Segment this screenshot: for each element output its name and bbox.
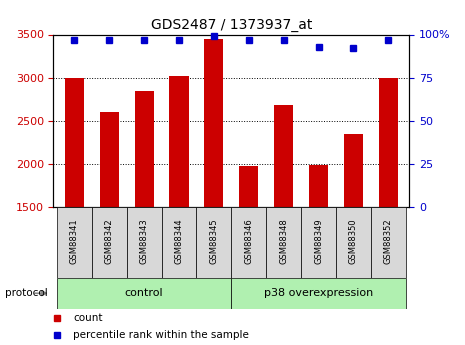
Text: protocol: protocol bbox=[5, 288, 47, 298]
Bar bbox=[344, 134, 363, 207]
Bar bbox=[92, 207, 126, 278]
Bar bbox=[309, 165, 328, 207]
Text: GSM88349: GSM88349 bbox=[314, 218, 323, 264]
Bar bbox=[134, 90, 154, 207]
Text: GSM88344: GSM88344 bbox=[174, 218, 184, 264]
Bar bbox=[266, 207, 301, 278]
Bar bbox=[336, 207, 371, 278]
Bar bbox=[169, 76, 189, 207]
Text: GSM88346: GSM88346 bbox=[244, 218, 253, 264]
Text: GSM88345: GSM88345 bbox=[209, 218, 219, 264]
Bar bbox=[301, 207, 336, 278]
Text: GSM88348: GSM88348 bbox=[279, 218, 288, 264]
Bar bbox=[274, 105, 293, 207]
Bar bbox=[126, 207, 162, 278]
Bar bbox=[232, 278, 405, 309]
Bar bbox=[239, 166, 259, 207]
Text: GSM88350: GSM88350 bbox=[349, 218, 358, 264]
Text: control: control bbox=[125, 288, 164, 298]
Bar bbox=[232, 207, 266, 278]
Bar bbox=[57, 278, 232, 309]
Bar bbox=[379, 78, 398, 207]
Text: percentile rank within the sample: percentile rank within the sample bbox=[73, 330, 249, 340]
Text: GSM88342: GSM88342 bbox=[105, 218, 114, 264]
Bar bbox=[57, 207, 92, 278]
Title: GDS2487 / 1373937_at: GDS2487 / 1373937_at bbox=[151, 18, 312, 32]
Bar bbox=[100, 112, 119, 207]
Text: GSM88352: GSM88352 bbox=[384, 218, 393, 264]
Text: GSM88341: GSM88341 bbox=[70, 218, 79, 264]
Text: p38 overexpression: p38 overexpression bbox=[264, 288, 373, 298]
Bar bbox=[65, 78, 84, 207]
Bar bbox=[371, 207, 405, 278]
Text: GSM88343: GSM88343 bbox=[140, 218, 149, 264]
Text: count: count bbox=[73, 313, 103, 323]
Bar bbox=[204, 39, 224, 207]
Bar bbox=[162, 207, 196, 278]
Bar bbox=[196, 207, 232, 278]
